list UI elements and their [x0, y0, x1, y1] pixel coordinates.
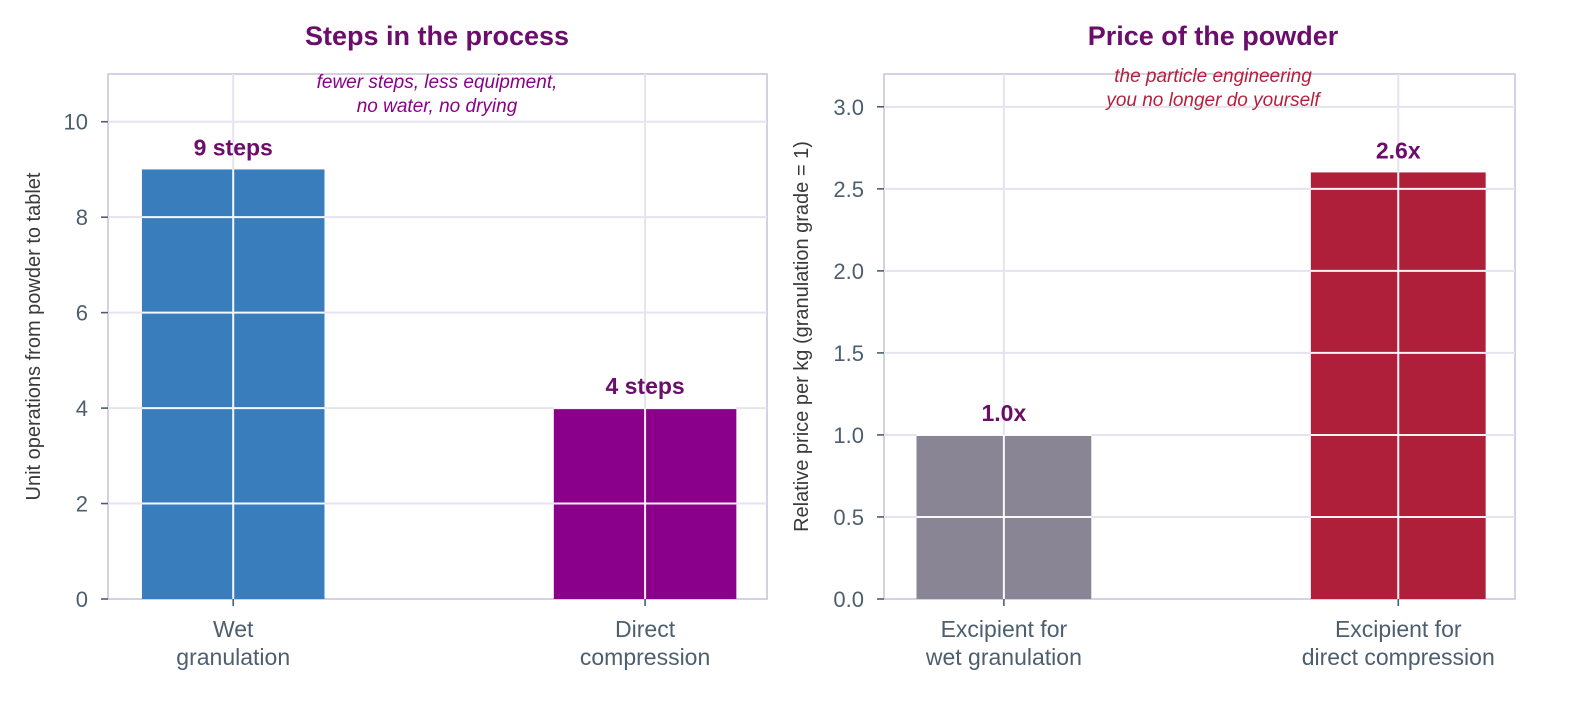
- bar-value-label: 9 steps: [194, 134, 273, 160]
- annotation: the particle engineering you no longer do…: [1104, 66, 1321, 111]
- y-tick-label: 2: [76, 492, 88, 517]
- y-tick-label: 0: [76, 587, 88, 612]
- y-tick-label: 1.5: [833, 341, 864, 366]
- x-tick-label: Excipient for direct compression: [1302, 616, 1495, 670]
- chart-title: Price of the powder: [1088, 21, 1339, 51]
- bar-value-label: 2.6x: [1376, 137, 1421, 163]
- plot-frame: [107, 73, 768, 600]
- y-tick-label: 2.0: [833, 259, 864, 284]
- bar-value-label: 1.0x: [982, 400, 1027, 426]
- annotation: fewer steps, less equipment, no water, no…: [317, 72, 558, 117]
- x-tick-label: Direct compression: [580, 616, 710, 670]
- plot-frame: [883, 73, 1516, 600]
- y-tick-label: 0.0: [833, 587, 864, 612]
- x-tick-label: Excipient for wet granulation: [925, 616, 1082, 670]
- y-tick-label: 10: [64, 110, 88, 135]
- chart-panel-1: Steps in the process 0 2 4 6 8 10 Wet granulatio…: [23, 21, 768, 670]
- y-tick-label: 6: [76, 301, 88, 326]
- y-axis-label: Unit operations from powder to tablet: [23, 172, 45, 500]
- y-axis-label: Relative price per kg (granulation grade…: [791, 141, 813, 532]
- y-tick-label: 2.5: [833, 177, 864, 202]
- chart-title: Steps in the process: [305, 21, 569, 51]
- y-tick-label: 8: [76, 205, 88, 230]
- y-tick-label: 0.5: [833, 505, 864, 530]
- x-tick-label: Wet granulation: [176, 616, 290, 670]
- y-tick-label: 4: [76, 396, 88, 421]
- y-tick-label: 1.0: [833, 423, 864, 448]
- y-tick-label: 3.0: [833, 95, 864, 120]
- chart-panel-2: Price of the powder 0.0 0.5 1.0 1.5 2.0 2.5 3.0…: [791, 21, 1516, 670]
- bar-value-label: 4 steps: [605, 373, 684, 399]
